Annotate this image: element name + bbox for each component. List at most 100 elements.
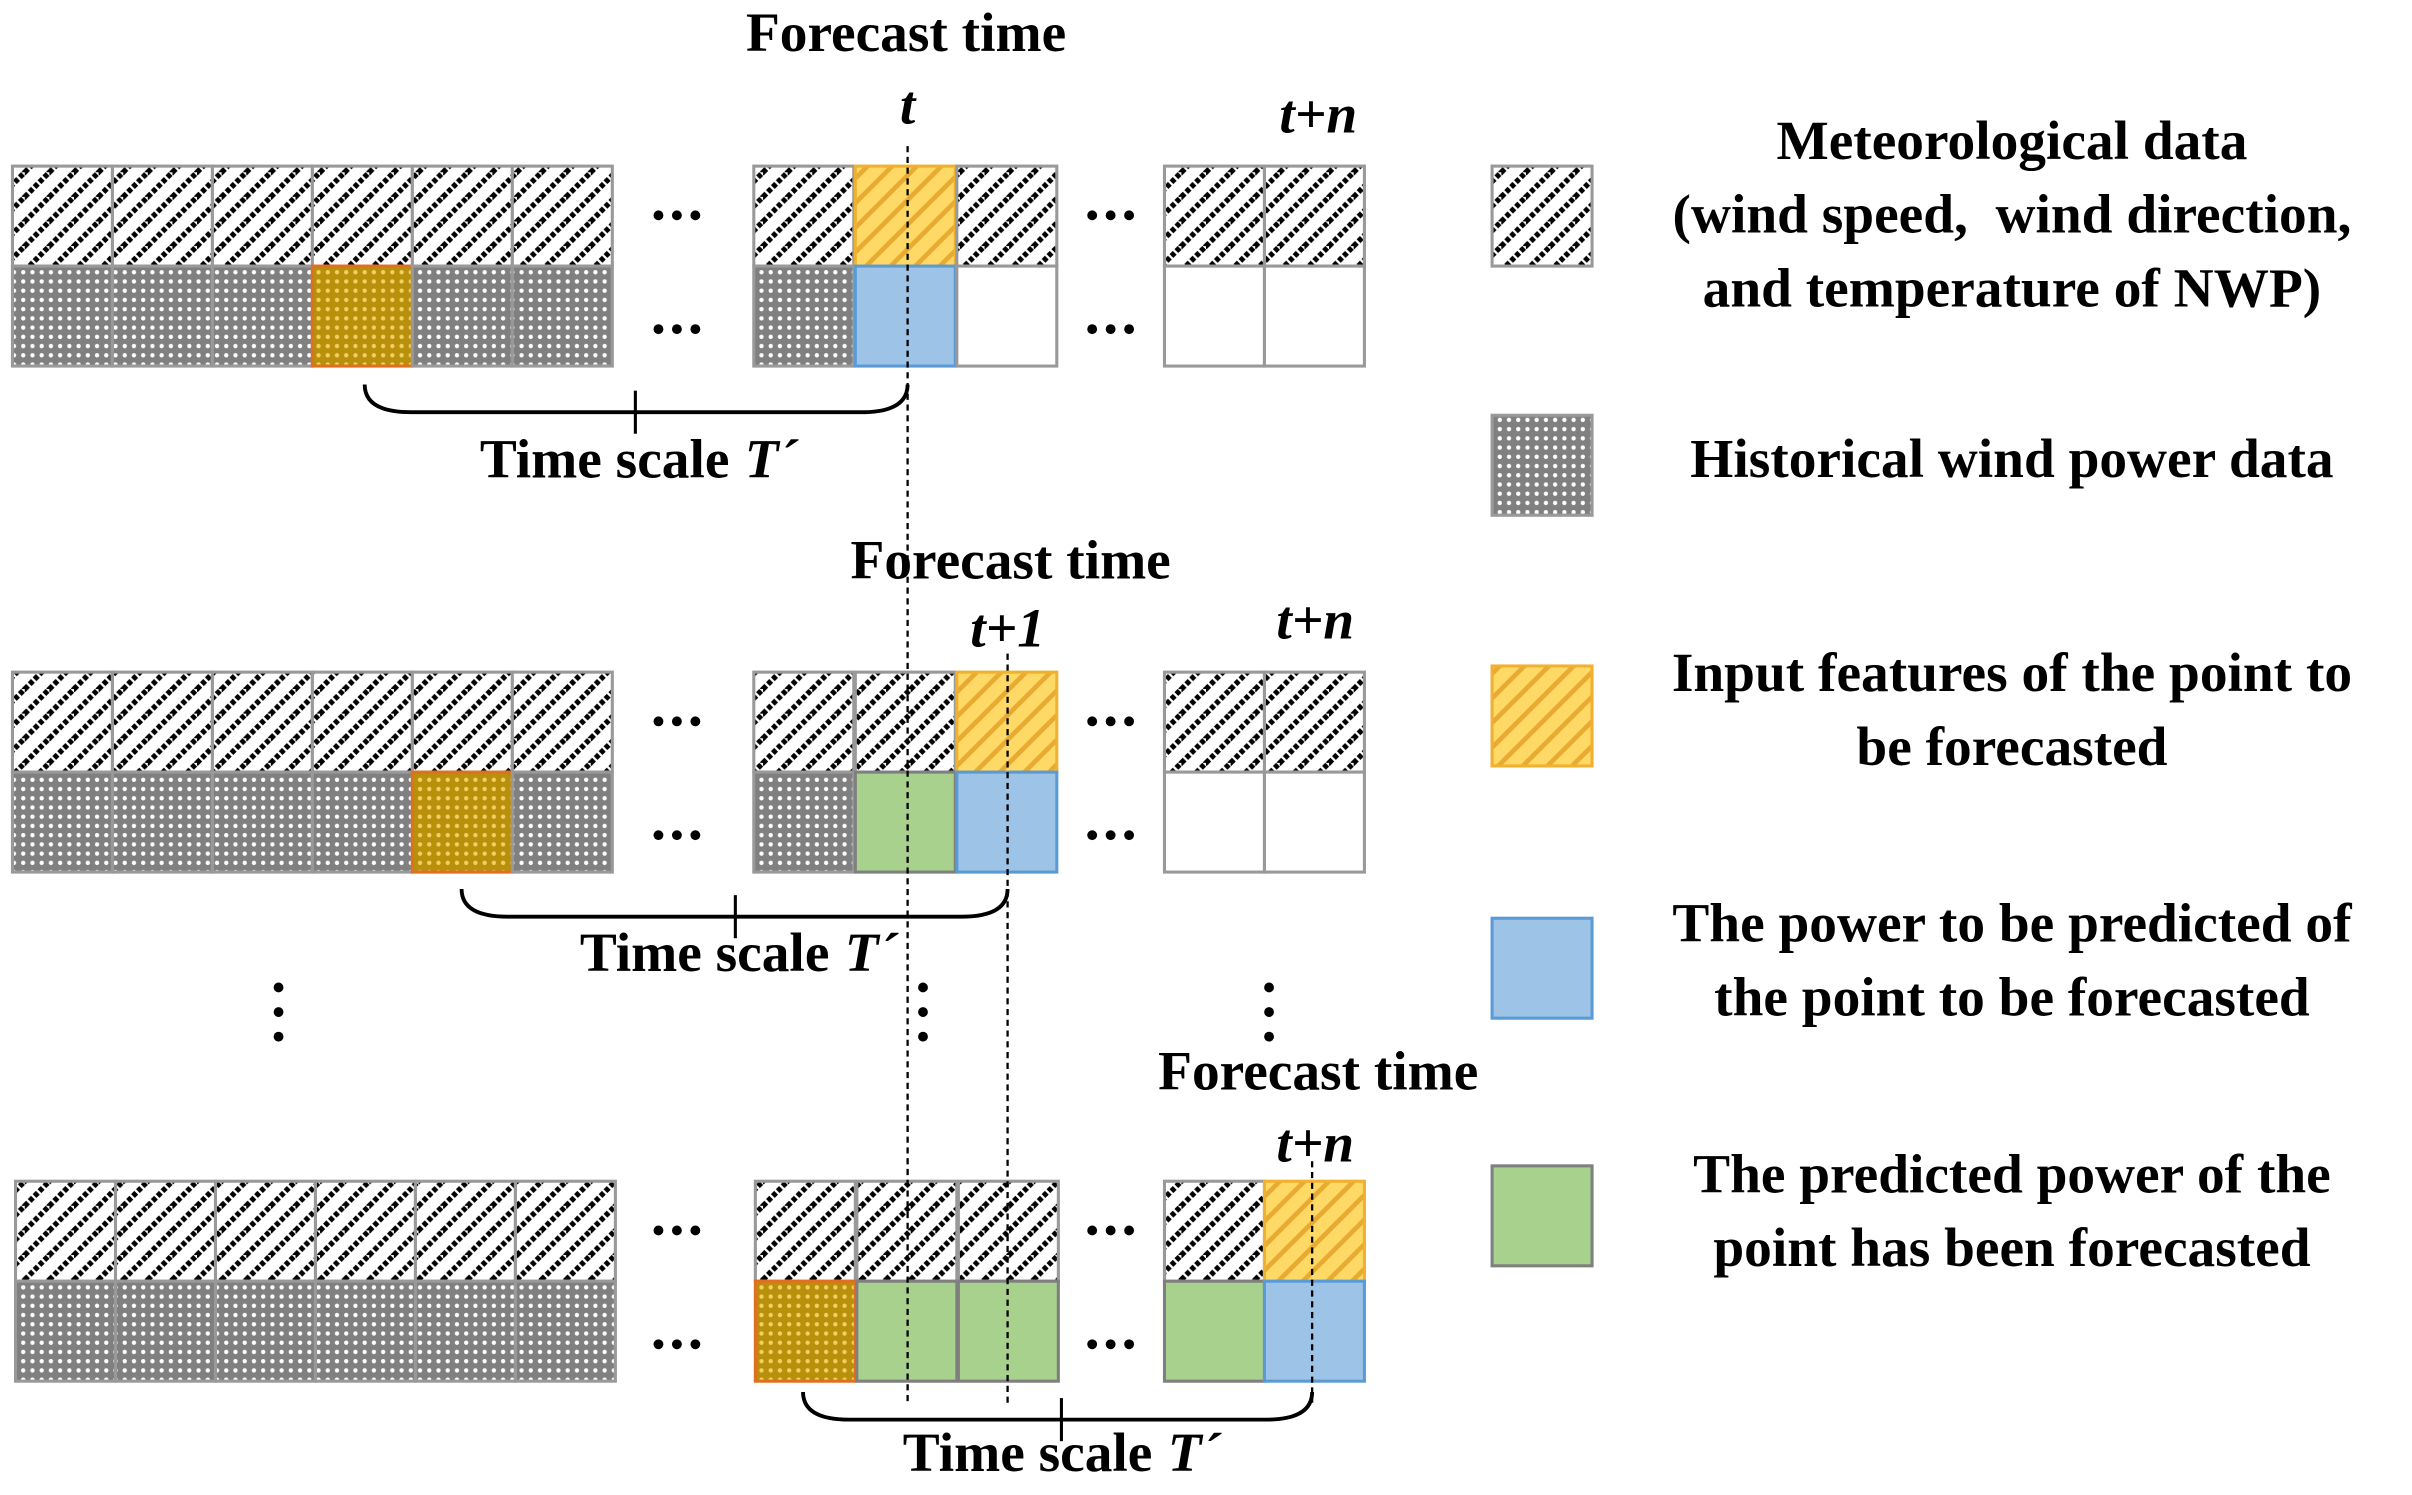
ellipsis-dot: [273, 982, 284, 993]
legend-text: (wind speed, wind direction,: [1673, 184, 2352, 245]
cell: [753, 1279, 857, 1383]
cell: [110, 264, 214, 368]
cell: [310, 264, 414, 368]
ellipsis-dot: [653, 1225, 664, 1236]
ellipsis-dot: [918, 982, 928, 993]
ellipsis-dot: [273, 1007, 284, 1017]
ellipsis-dot: [671, 1339, 682, 1350]
ellipsis-dot: [690, 210, 701, 221]
scale-text: Time scale: [580, 922, 830, 983]
ellipsis-dot: [1087, 324, 1098, 335]
cell: [13, 1279, 118, 1383]
ellipsis-dot: [1264, 1031, 1274, 1042]
cell: [210, 164, 314, 268]
cell: [853, 164, 957, 268]
ellipsis-dot: [1124, 324, 1135, 335]
cell: [113, 1179, 218, 1283]
cell: [853, 770, 957, 874]
legend-text: the point to be forecasted: [1714, 967, 2310, 1028]
cell: [410, 264, 514, 368]
cell: [1262, 670, 1366, 774]
ellipsis-dot: [1087, 210, 1098, 221]
cell: [853, 670, 957, 774]
cell: [110, 670, 214, 774]
ellipsis-dot: [1105, 324, 1116, 335]
cell: [410, 164, 514, 268]
cell: [213, 1279, 317, 1383]
legend-text: Historical wind power data: [1690, 428, 2333, 489]
ellipsis-dot: [653, 716, 664, 727]
scale-symbol: T´: [1168, 1422, 1222, 1483]
forecast-label: Forecast time: [746, 2, 1066, 63]
cell: [955, 164, 1059, 268]
cell: [410, 670, 514, 774]
cell: [752, 770, 856, 874]
cell: [513, 1179, 617, 1283]
ellipsis-dot: [1124, 1339, 1135, 1350]
forecast-label: Forecast time: [851, 530, 1171, 591]
ellipsis-dot: [1105, 1225, 1116, 1236]
ellipsis-dot: [1105, 1339, 1116, 1350]
scale-label: Time scale T´: [903, 1422, 1222, 1483]
time-label: t+1: [970, 597, 1045, 658]
legend-text: The power to be predicted of: [1672, 893, 2352, 954]
cell: [10, 770, 114, 874]
cell: [313, 1279, 417, 1383]
cell: [213, 1179, 317, 1283]
cell: [752, 670, 856, 774]
legend-swatch: [1490, 664, 1594, 768]
ellipsis-dot: [1105, 830, 1116, 841]
cell: [10, 264, 114, 368]
cell: [753, 1179, 857, 1283]
time-label: t: [900, 74, 917, 135]
ellipsis-dot: [671, 830, 682, 841]
ellipsis-dot: [1105, 210, 1116, 221]
legend-text: point has been forecasted: [1713, 1217, 2310, 1278]
cell: [310, 670, 414, 774]
legend-text: be forecasted: [1856, 716, 2167, 777]
cell: [410, 770, 514, 874]
ellipsis-dot: [653, 1339, 664, 1350]
end-label: t+n: [1276, 590, 1354, 651]
ellipsis-dot: [1105, 716, 1116, 727]
cell: [1262, 264, 1366, 368]
scale-text: Time scale: [480, 428, 730, 489]
cell: [313, 1179, 417, 1283]
ellipsis-dot: [1264, 1007, 1274, 1017]
cell: [1262, 1279, 1366, 1383]
ellipsis-dot: [1124, 210, 1135, 221]
ellipsis-dot: [1087, 830, 1098, 841]
ellipsis-dot: [690, 1339, 701, 1350]
ellipsis-dot: [1124, 1225, 1135, 1236]
cell: [955, 264, 1059, 368]
ellipsis-dot: [653, 324, 664, 335]
cell: [310, 770, 414, 874]
cell: [513, 1279, 617, 1383]
brace: [801, 1391, 1315, 1422]
ellipsis-dot: [671, 324, 682, 335]
cell: [1162, 1179, 1266, 1283]
ellipsis-dot: [1087, 716, 1098, 727]
cell: [510, 670, 614, 774]
cell: [1262, 770, 1366, 874]
ellipsis-dot: [671, 1225, 682, 1236]
ellipsis-dot: [1087, 1225, 1098, 1236]
cell: [10, 164, 114, 268]
cell: [10, 670, 114, 774]
ellipsis-dot: [690, 1225, 701, 1236]
ellipsis-dot: [1087, 1339, 1098, 1350]
legend-swatch: [1490, 164, 1594, 268]
cell: [1162, 1279, 1266, 1383]
scale-label: Time scale T´: [480, 428, 799, 489]
ellipsis-dot: [690, 324, 701, 335]
cell: [752, 264, 856, 368]
cell: [310, 164, 414, 268]
cell: [13, 1179, 118, 1283]
cell: [752, 164, 856, 268]
scale-label: Time scale T´: [580, 922, 899, 983]
cell: [210, 264, 314, 368]
cell: [510, 164, 614, 268]
end-label: t+n: [1279, 84, 1357, 145]
legend-swatch: [1490, 413, 1594, 517]
cell: [413, 1179, 517, 1283]
